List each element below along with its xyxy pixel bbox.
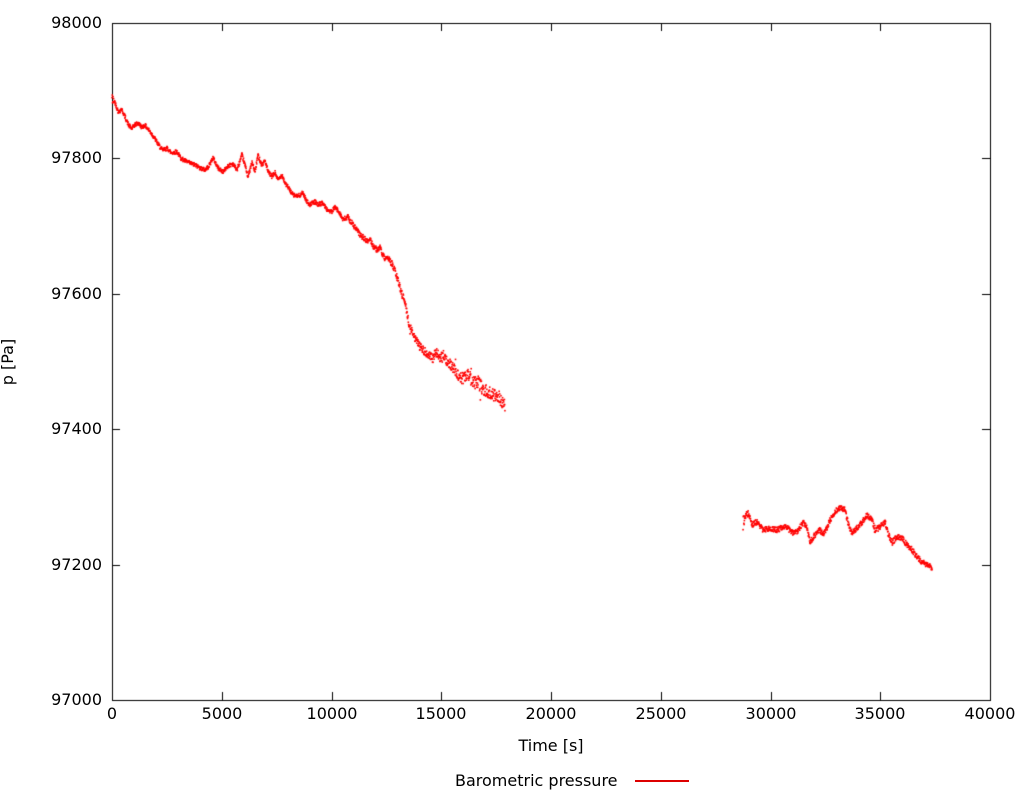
y-tick-label: 97200: [51, 555, 102, 574]
x-tick-label: 10000: [306, 704, 358, 723]
x-tick-label: 25000: [635, 704, 687, 723]
y-tick-label: 97000: [51, 690, 102, 709]
y-axis-title: p [Pa]: [0, 338, 17, 385]
x-tick-label: 15000: [415, 704, 467, 723]
x-tick-label: 30000: [745, 704, 797, 723]
y-tick-label: 97600: [51, 284, 102, 303]
x-tick-label: 0: [106, 704, 118, 723]
legend-line-sample: [634, 780, 689, 782]
x-tick-label: 5000: [201, 704, 243, 723]
x-tick-label: 35000: [854, 704, 906, 723]
legend-label: Barometric pressure: [455, 771, 618, 790]
y-tick-label: 97800: [51, 148, 102, 167]
x-tick-label: 20000: [525, 704, 577, 723]
y-tick-label: 98000: [51, 13, 102, 32]
x-tick-label: 40000: [964, 704, 1016, 723]
x-axis-title: Time [s]: [518, 736, 584, 755]
legend: Barometric pressure: [455, 772, 689, 790]
y-tick-label: 97400: [51, 419, 102, 438]
